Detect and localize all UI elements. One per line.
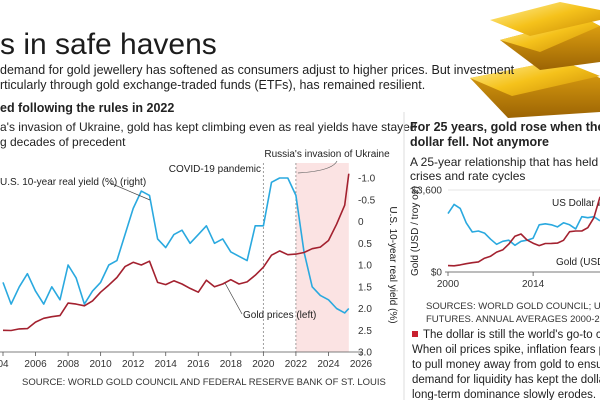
event-label: COVID-19 pandemic bbox=[169, 164, 261, 175]
y-tick-label: 2.0 bbox=[358, 304, 372, 315]
x-tick-label: 2026 bbox=[350, 359, 373, 370]
gold-bars-illustration bbox=[470, 2, 600, 118]
note-line: to pull money away from gold to ensure l… bbox=[412, 359, 600, 371]
event-pointer bbox=[297, 160, 338, 174]
y-tick-label: 1.5 bbox=[358, 282, 372, 293]
series-line bbox=[2, 173, 350, 332]
event-shade bbox=[295, 163, 349, 352]
x-tick-label: 2024 bbox=[317, 359, 340, 370]
y-tick-label: 2.5 bbox=[358, 326, 372, 337]
event-label: Russia's invasion of Ukraine bbox=[264, 149, 390, 160]
series-line bbox=[447, 203, 600, 247]
x-tick-label: 2014 bbox=[522, 279, 545, 290]
note-line: long-term dominance slowly erodes. bbox=[412, 389, 596, 400]
y-tick-label: -1.0 bbox=[358, 174, 376, 185]
legend-pointer bbox=[109, 182, 151, 201]
page-title: s in safe havens bbox=[0, 28, 217, 61]
intro-line: demand for gold jewellery has softened a… bbox=[0, 63, 515, 77]
x-tick-label: 2012 bbox=[122, 359, 145, 370]
x-tick-label: 2018 bbox=[220, 359, 243, 370]
x-tick-label: 2022 bbox=[285, 359, 308, 370]
x-tick-label: 2000 bbox=[437, 279, 460, 290]
chart-source: FUTURES. ANNUAL AVERAGES 2000-2 bbox=[426, 314, 600, 325]
x-tick-label: 2008 bbox=[57, 359, 80, 370]
y2-axis-label: U.S. 10-year real yield (%) bbox=[387, 206, 398, 323]
series-line bbox=[2, 177, 350, 314]
intro-line: rticularly through gold exchange-traded … bbox=[0, 78, 425, 92]
x-tick-label: 2006 bbox=[24, 359, 47, 370]
x-tick-label: 2016 bbox=[187, 359, 210, 370]
y-tick-label: $3,600 bbox=[411, 186, 442, 197]
legend-label: Gold prices (left) bbox=[243, 310, 316, 321]
x-tick-label: 2010 bbox=[90, 359, 113, 370]
legend-pointer bbox=[224, 282, 243, 315]
y-tick-label: 0.5 bbox=[358, 239, 372, 250]
chart-source: SOURCE: WORLD GOLD COUNCIL AND FEDERAL R… bbox=[22, 377, 386, 388]
bullet-icon bbox=[412, 331, 418, 337]
chart-title: ed following the rules in 2022 bbox=[0, 101, 174, 115]
chart-subtitle: A 25-year relationship that has held thr bbox=[410, 155, 600, 169]
y-tick-label: 1.0 bbox=[358, 261, 372, 272]
note-line: demand for liquidity has kept the dollar… bbox=[412, 374, 600, 386]
x-tick-label: 2014 bbox=[155, 359, 178, 370]
note-line: When oil prices spike, inflation fears p… bbox=[412, 344, 600, 356]
legend-label: US Dollar In bbox=[552, 198, 600, 209]
chart-title: For 25 years, gold rose when the bbox=[410, 120, 600, 134]
chart-subtitle: a's invasion of Ukraine, gold has kept c… bbox=[0, 120, 417, 134]
chart-title: dollar fell. Not anymore bbox=[410, 135, 549, 149]
chart-subtitle: crises and rate cycles bbox=[410, 169, 525, 183]
chart-source: SOURCES: WORLD GOLD COUNCIL; US DOL bbox=[426, 301, 600, 312]
chart-subtitle: g decades of precedent bbox=[0, 135, 126, 149]
legend-label: U.S. 10-year real yield (%) (right) bbox=[0, 177, 146, 188]
y-tick-label: 3.0 bbox=[358, 348, 372, 359]
y-axis-label: Gold (USD / troy oz) bbox=[410, 186, 421, 276]
note-line: The dollar is still the world's go-to cu… bbox=[423, 329, 600, 341]
x-tick-label: 2020 bbox=[252, 359, 275, 370]
y-tick-label: 0 bbox=[358, 217, 364, 228]
y-tick-label: $0 bbox=[431, 268, 443, 279]
series-line bbox=[447, 196, 600, 267]
legend-label: Gold (USD bbox=[556, 257, 600, 268]
x-tick-label: 04 bbox=[0, 359, 9, 370]
y-tick-label: -0.5 bbox=[358, 195, 376, 206]
